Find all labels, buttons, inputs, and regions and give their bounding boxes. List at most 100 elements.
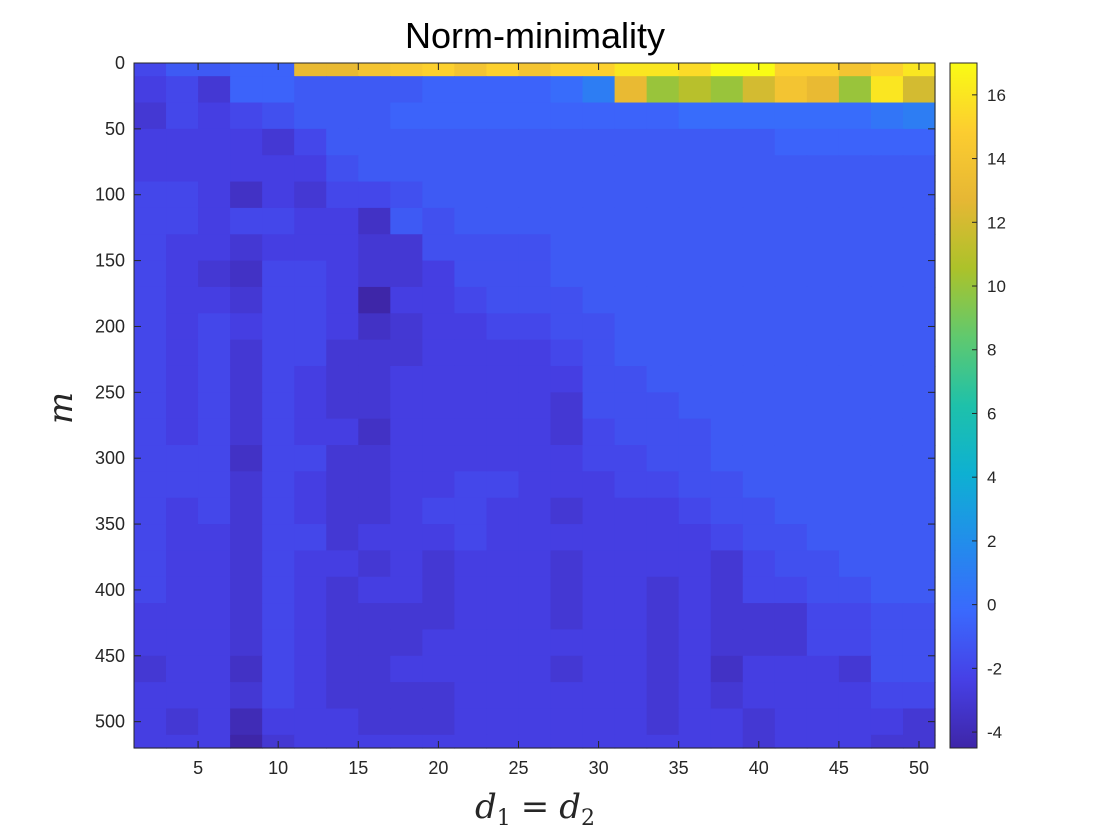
heatmap-cells (134, 63, 936, 749)
heatmap-cell (134, 682, 167, 710)
heatmap-cell (390, 313, 423, 341)
heatmap-cell (614, 682, 648, 710)
heatmap-cell (294, 313, 327, 341)
heatmap-cell (774, 682, 808, 710)
heatmap-cell (454, 128, 488, 156)
heatmap-cell (870, 102, 904, 130)
heatmap-cell (774, 445, 808, 472)
heatmap-cell (550, 181, 584, 209)
heatmap-cell (518, 365, 552, 393)
heatmap-cell (870, 313, 904, 341)
heatmap-cell (870, 234, 904, 262)
heatmap-cell (518, 155, 552, 183)
heatmap-cell (422, 313, 455, 341)
heatmap-cell (806, 497, 840, 525)
heatmap-cell (774, 102, 808, 130)
heatmap-cell (806, 734, 840, 749)
heatmap-cell (358, 260, 391, 288)
heatmap-cell (710, 76, 744, 104)
heatmap-cell (198, 418, 231, 446)
heatmap-cell (614, 286, 648, 314)
heatmap-cell (486, 234, 520, 262)
heatmap-cell (550, 629, 584, 657)
heatmap-cell (166, 286, 199, 314)
heatmap-cell (646, 524, 680, 552)
heatmap-cell (262, 418, 295, 446)
heatmap-cell (710, 471, 744, 499)
heatmap-cell (262, 497, 295, 525)
heatmap-cell (166, 629, 199, 657)
x-axis-label: d1 = d2 (475, 787, 595, 831)
heatmap-cell (454, 629, 488, 657)
heatmap-cell (902, 524, 936, 552)
heatmap-cell (198, 708, 231, 736)
heatmap-cell (326, 76, 359, 104)
heatmap-cell (486, 734, 520, 749)
heatmap-cell (550, 682, 584, 710)
heatmap-cell (518, 286, 552, 314)
heatmap-cell (134, 629, 167, 657)
heatmap-cell (518, 629, 552, 657)
heatmap-cell (358, 207, 391, 235)
heatmap-cell (806, 576, 840, 604)
heatmap-cell (678, 207, 712, 235)
heatmap-cell (166, 497, 199, 525)
heatmap-cell (326, 682, 359, 710)
heatmap-cell (262, 207, 295, 235)
heatmap-cell (742, 234, 776, 262)
heatmap-cell (678, 313, 712, 341)
heatmap-cell (646, 418, 680, 446)
heatmap-cell (582, 418, 616, 446)
heatmap-cell (838, 207, 872, 235)
heatmap-cell (774, 524, 808, 552)
heatmap-cell (454, 260, 488, 288)
heatmap-cell (518, 471, 552, 499)
heatmap-cell (134, 286, 167, 314)
heatmap-cell (518, 734, 552, 749)
heatmap-cell (454, 365, 488, 393)
heatmap-cell (678, 102, 712, 130)
heatmap-cell (902, 629, 936, 657)
heatmap-cell (550, 286, 584, 314)
heatmap-cell (166, 155, 199, 183)
heatmap-cell (774, 76, 808, 104)
heatmap-cell (486, 655, 520, 683)
heatmap-cell (838, 550, 872, 578)
y-tick-label: 450 (95, 646, 125, 666)
heatmap-cell (134, 102, 167, 130)
heatmap-cell (390, 603, 423, 631)
x-tick-label: 35 (669, 758, 689, 778)
heatmap-cell (166, 524, 199, 552)
heatmap-cell (230, 76, 263, 104)
heatmap-cell (646, 260, 680, 288)
heatmap-cell (230, 524, 263, 552)
heatmap-cell (422, 102, 455, 130)
heatmap-cell (870, 550, 904, 578)
x-tick-label: 30 (589, 758, 609, 778)
heatmap-cell (806, 76, 840, 104)
heatmap-cell (774, 286, 808, 314)
heatmap-cell (678, 682, 712, 710)
chart-title: Norm-minimality (405, 15, 665, 56)
heatmap-cell (262, 339, 295, 367)
heatmap-cell (870, 524, 904, 552)
heatmap-cell (134, 260, 167, 288)
heatmap-cell (646, 286, 680, 314)
heatmap-cell (230, 655, 263, 683)
heatmap-cell (518, 445, 552, 472)
heatmap-cell (422, 524, 455, 552)
x-tick-label: 50 (909, 758, 929, 778)
heatmap-cell (134, 734, 167, 749)
heatmap-cell (486, 339, 520, 367)
heatmap-cell (582, 576, 616, 604)
heatmap-cell (390, 682, 423, 710)
heatmap-cell (262, 128, 295, 156)
heatmap-cell (262, 471, 295, 499)
colorbar (950, 63, 977, 748)
heatmap-cell (294, 128, 327, 156)
heatmap-cell (166, 734, 199, 749)
heatmap-cell (710, 445, 744, 472)
heatmap-cell (422, 234, 455, 262)
heatmap-cell (486, 524, 520, 552)
heatmap-cell (390, 63, 423, 77)
